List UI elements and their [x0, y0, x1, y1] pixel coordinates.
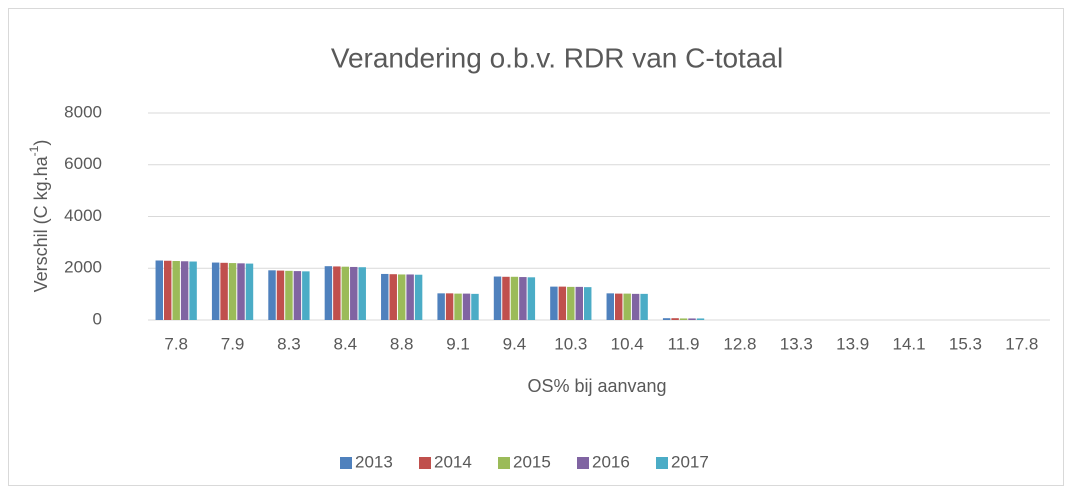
bar [189, 261, 197, 320]
x-tick-label: 10.4 [611, 334, 644, 353]
bar [285, 270, 293, 320]
legend-label: 2014 [434, 452, 472, 471]
bar [358, 267, 366, 320]
bar [631, 293, 640, 320]
bar [237, 263, 245, 320]
bar [558, 286, 567, 320]
bar [662, 318, 671, 320]
x-tick-label: 8.4 [333, 334, 357, 353]
bar [228, 263, 237, 320]
bar [180, 261, 189, 320]
y-tick-label: 2000 [64, 258, 102, 277]
bar [302, 271, 310, 320]
bar [406, 274, 414, 320]
legend-label: 2017 [671, 452, 709, 471]
bar [268, 270, 276, 320]
bar [640, 293, 648, 320]
y-tick-label: 8000 [64, 102, 102, 121]
bar [437, 293, 445, 320]
x-tick-label: 8.3 [277, 334, 301, 353]
bar [471, 293, 479, 320]
x-tick-label: 10.3 [554, 334, 587, 353]
x-tick-label: 9.4 [503, 334, 527, 353]
bar [293, 271, 302, 320]
bar [550, 286, 558, 320]
bar [696, 318, 705, 320]
bar [445, 293, 454, 320]
bar [679, 318, 688, 320]
legend-label: 2013 [355, 452, 393, 471]
bar [510, 276, 519, 320]
bar [389, 274, 397, 320]
x-tick-label: 7.8 [164, 334, 188, 353]
bar [414, 274, 423, 320]
bar [575, 286, 583, 320]
bar [606, 293, 615, 320]
x-tick-label: 8.8 [390, 334, 414, 353]
legend-swatch [340, 457, 352, 469]
x-tick-label: 17.8 [1005, 334, 1038, 353]
chart-title: Verandering o.b.v. RDR van C-totaal [331, 42, 783, 73]
bar [324, 266, 333, 320]
bar [462, 293, 471, 320]
bar [567, 286, 575, 320]
legend-swatch [577, 457, 589, 469]
bar [583, 287, 592, 320]
chart-border [8, 8, 1064, 486]
bar [615, 293, 623, 320]
bar [164, 260, 172, 320]
legend-label: 2015 [513, 452, 551, 471]
bar [397, 274, 406, 320]
x-tick-label: 9.1 [446, 334, 470, 353]
y-tick-label: 4000 [64, 206, 102, 225]
bar [454, 293, 462, 320]
bar [172, 261, 180, 320]
x-tick-label: 13.3 [780, 334, 813, 353]
x-tick-label: 7.9 [221, 334, 245, 353]
y-axis-label-text: Verschil (C kg.ha [31, 155, 51, 292]
y-axis-label-sup: -1 [27, 145, 41, 156]
legend-swatch [419, 457, 431, 469]
y-tick-label: 0 [93, 309, 102, 328]
y-axis-label-end: ) [31, 140, 51, 146]
bar [276, 270, 285, 320]
x-axis-label: OS% bij aanvang [527, 376, 666, 396]
legend-label: 2016 [592, 452, 630, 471]
bar [381, 273, 389, 320]
y-tick-label: 6000 [64, 154, 102, 173]
bar [341, 266, 350, 320]
legend-swatch [498, 457, 510, 469]
bar [245, 263, 254, 320]
bar [671, 318, 679, 320]
x-tick-label: 13.9 [836, 334, 869, 353]
bar [502, 276, 510, 320]
x-tick-label: 12.8 [723, 334, 756, 353]
x-tick-label: 11.9 [668, 334, 700, 353]
bar [688, 318, 696, 320]
bar [333, 266, 341, 320]
y-axis-label: Verschil (C kg.ha-1) [27, 140, 51, 293]
bar [623, 293, 631, 320]
bar [220, 262, 228, 320]
legend-swatch [656, 457, 668, 469]
bar [211, 262, 220, 320]
bar [519, 277, 527, 320]
bar [155, 260, 164, 320]
bar [527, 277, 536, 320]
bar [493, 276, 502, 320]
x-tick-label: 15.3 [949, 334, 982, 353]
x-tick-label: 14.1 [893, 334, 926, 353]
bar [350, 266, 358, 320]
